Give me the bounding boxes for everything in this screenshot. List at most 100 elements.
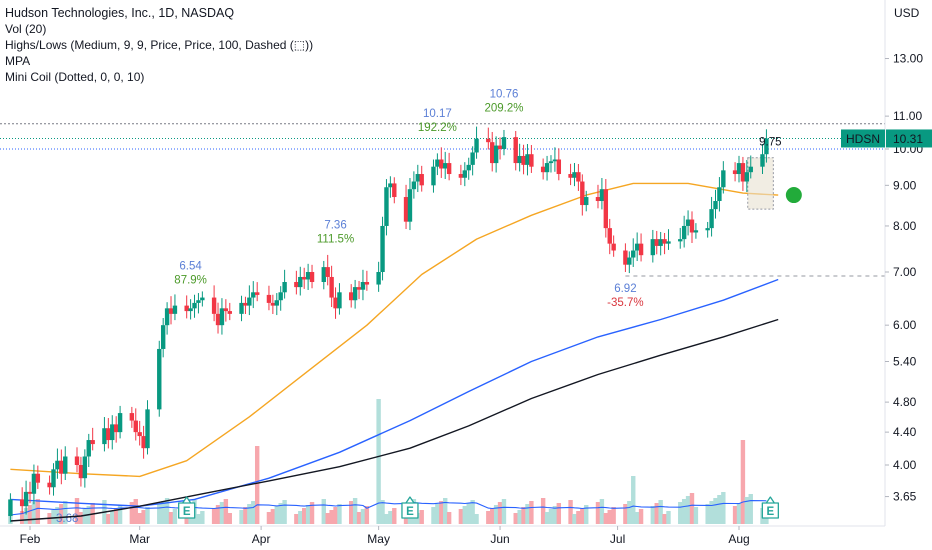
candle-body (474, 138, 479, 153)
earnings-marker: E (178, 496, 196, 519)
candle-body (638, 243, 644, 256)
candle-body (141, 436, 146, 449)
legend-mpa[interactable]: MPA (5, 54, 31, 68)
volume-bar (501, 499, 507, 524)
volume-bar (380, 500, 385, 524)
high-pct-label: 192.2% (418, 122, 457, 134)
candle-body (333, 297, 338, 309)
volume-bar (301, 508, 307, 524)
candle-body (443, 163, 448, 169)
volume-bar (548, 509, 554, 524)
volume-bar (717, 495, 722, 524)
candle-body (325, 267, 330, 277)
candle-body (219, 308, 225, 326)
candle-body (595, 197, 601, 202)
volume-bar (736, 503, 742, 524)
volume-bar (552, 506, 558, 524)
last-price-label: 10.31 (893, 132, 923, 146)
volume-bar (638, 509, 644, 524)
candle-body (78, 465, 84, 479)
chart-legend: Hudson Technologies, Inc., 1D, NASDAQ Vo… (5, 5, 313, 85)
volume-bar (51, 510, 56, 524)
volume-bar (529, 501, 534, 524)
volume-bar (525, 504, 530, 524)
volume-bar (517, 510, 522, 524)
legend-highs-lows[interactable]: Highs/Lows (Medium, 9, 9, Price, Price, … (5, 38, 314, 52)
x-tick-label: Apr (252, 532, 271, 546)
candle-body (380, 225, 385, 273)
volume-bar (113, 508, 119, 524)
volume-bar (360, 509, 366, 524)
volume-bar (744, 497, 750, 524)
candle-body (744, 172, 750, 182)
volume-bar (349, 501, 354, 524)
candle-body (376, 272, 381, 285)
candle-body (294, 282, 299, 288)
volume-bar (337, 504, 342, 524)
volume-bar (689, 493, 695, 524)
volume-bar (732, 506, 738, 524)
candle-body (403, 197, 409, 222)
candle-body (407, 189, 413, 222)
volume-ma-line (10, 500, 767, 516)
candle-body (309, 272, 315, 283)
candle-body (634, 243, 640, 251)
candle-body (627, 257, 632, 265)
candles (8, 126, 769, 523)
candle-body (266, 294, 272, 303)
volume-bar (748, 494, 753, 524)
volume-bar (493, 505, 499, 524)
candle-body (113, 424, 119, 433)
x-tick-label: Jul (610, 532, 625, 546)
last-price-badge (886, 129, 932, 148)
candle-body (254, 292, 260, 295)
volume-bar (521, 507, 526, 524)
high-value-label: 10.17 (423, 108, 452, 120)
volume-bar (470, 500, 475, 524)
volume-bar (211, 508, 217, 524)
candle-body (243, 302, 248, 306)
earnings-marker-shape (178, 496, 196, 519)
candle-body (360, 282, 366, 290)
volume-bar (466, 503, 471, 524)
candle-body (689, 219, 695, 233)
candle-body (764, 138, 769, 155)
volume-tag: 3.68 (56, 513, 78, 525)
candle-body (466, 164, 471, 171)
candle-body (27, 491, 33, 494)
candle-body (223, 308, 229, 312)
y-tick-label: 11.00 (893, 109, 922, 123)
volume-bar (634, 512, 640, 524)
ticker-badge (841, 129, 885, 148)
ma-line-200 (10, 318, 779, 522)
candle-body (678, 239, 683, 242)
volume-bar (392, 508, 397, 524)
volume-bar (239, 510, 244, 524)
candle-body (157, 348, 162, 410)
volume-bar (419, 510, 424, 524)
volume-bar (713, 498, 718, 524)
y-tick-label: 4.00 (893, 458, 917, 472)
candle-body (200, 297, 205, 301)
volume-bar (137, 513, 142, 524)
volume-bar (215, 505, 221, 524)
volume-bar (376, 399, 381, 524)
candle-body (693, 230, 699, 233)
volume-bar (443, 498, 448, 524)
legend-vol[interactable]: Vol (20) (5, 22, 47, 36)
candle-body (705, 228, 710, 231)
earnings-marker-shape (761, 496, 779, 519)
candle-body (658, 239, 663, 246)
legend-mini-coil[interactable]: Mini Coil (Dotted, 0, 0, 10) (5, 70, 145, 84)
candle-body (356, 287, 362, 290)
candle-body (274, 300, 279, 306)
volume-bar (576, 511, 581, 524)
volume-bar (110, 511, 115, 524)
volume-bar (160, 501, 166, 524)
candle-body (364, 282, 370, 285)
candle-body (349, 292, 354, 301)
volume-bar (129, 502, 135, 524)
candle-body (576, 172, 581, 182)
